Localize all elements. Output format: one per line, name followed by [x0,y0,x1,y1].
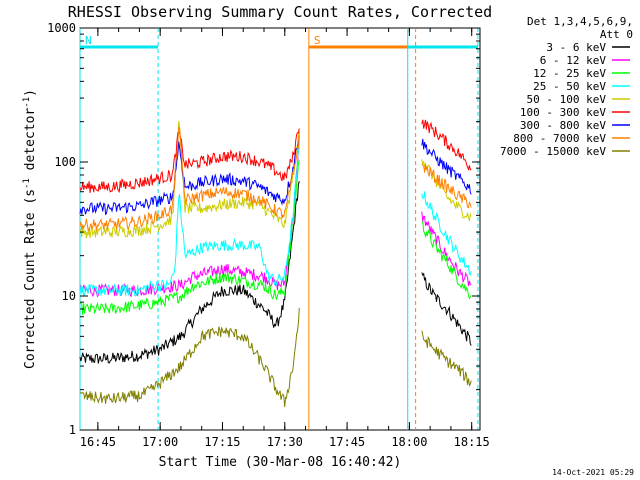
y-axis-label-main: Corrected Count Rate (s [23,189,38,369]
series-line [79,126,472,232]
y-tick-label: 100 [54,155,76,169]
y-tick-label: 1 [69,423,76,437]
x-tick-label: 17:45 [329,435,365,449]
series-line [79,136,472,216]
annotation-label: S [314,34,321,47]
y-tick-label: 1000 [47,21,76,35]
legend-label: 3 - 6 keV [546,41,606,54]
x-tick-label: 17:15 [204,435,240,449]
y-axis-label-end: ) [23,89,38,97]
y-axis-label-sup2: -1 [22,97,32,108]
x-axis-label: Start Time (30-Mar-08 16:40:42) [159,455,402,470]
legend-label: 50 - 100 keV [527,93,607,106]
series-line [79,119,472,194]
legend-label: 800 - 7000 keV [513,132,606,145]
x-tick-label: 17:00 [142,435,178,449]
legend-label: 12 - 25 keV [533,67,606,80]
x-tick-label: 17:30 [267,435,303,449]
x-tick-label: 16:45 [80,435,116,449]
legend-label: 300 - 800 keV [520,119,606,132]
y-axis-ticks: 1 10 100 1000 [47,21,480,437]
series-line [79,147,472,298]
annotation-label: N [85,34,92,47]
y-tick-label: 10 [62,289,76,303]
legend-label: 6 - 12 keV [540,54,607,67]
x-axis-ticks: 16:45 17:00 17:15 17:30 17:45 18:00 18:15 [80,28,490,449]
series-line [79,141,472,298]
chart-title: RHESSI Observing Summary Count Rates, Co… [68,3,492,21]
y-axis-label-mid: detector [23,108,38,179]
legend-header-line2: Att 0 [600,28,633,41]
y-axis-label-sup1: -1 [22,178,32,189]
legend-label: 100 - 300 keV [520,106,606,119]
series-line [79,159,472,315]
series-line [79,307,472,408]
x-tick-label: 18:00 [391,435,427,449]
legend-label: 25 - 50 keV [533,80,606,93]
y-axis-label: Corrected Count Rate (s-1 detector-1) [22,89,38,369]
x-tick-label: 18:15 [454,435,490,449]
legend-label: 7000 - 15000 keV [500,145,606,158]
footer-date: 14-Oct-2021 05:29 [552,468,634,477]
series-lines [79,119,472,408]
series-line [79,180,472,364]
legend-header-line1: Det 1,3,4,5,6,9, [527,15,633,28]
